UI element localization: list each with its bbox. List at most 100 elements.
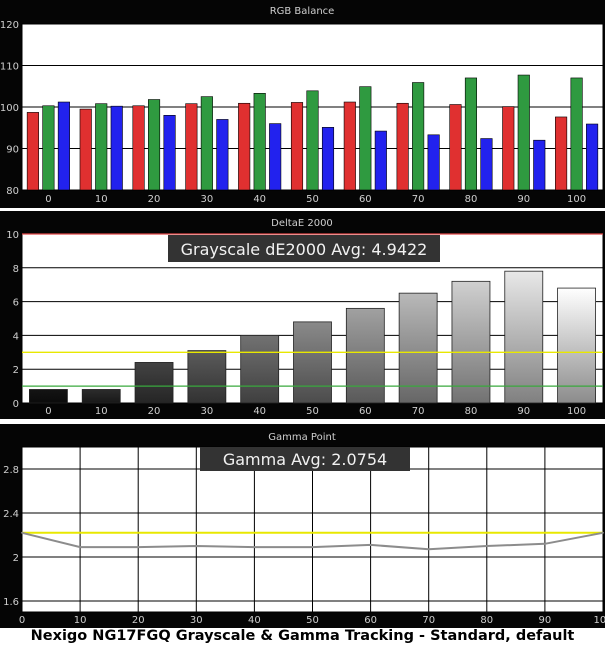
green-bar — [200, 96, 213, 191]
green-bar — [306, 90, 319, 191]
x-tick-label: 40 — [253, 406, 266, 417]
x-tick-label: 10 — [74, 615, 87, 626]
delta-e-bar — [451, 280, 491, 404]
delta-e-bar — [293, 321, 332, 404]
annotation-box — [200, 447, 410, 471]
red-bar — [396, 102, 409, 191]
delta-e-bar — [81, 389, 121, 404]
x-tick-label: 60 — [359, 406, 372, 417]
x-tick-label: 40 — [253, 194, 266, 205]
gamma-point — [195, 545, 198, 547]
y-tick-label: 2.4 — [3, 509, 19, 520]
red-bar — [185, 103, 198, 191]
x-tick-label: 60 — [364, 615, 377, 626]
green-bar — [147, 99, 161, 191]
red-bar — [79, 108, 92, 191]
y-tick-label: 2 — [13, 365, 19, 376]
x-tick-label: 60 — [359, 194, 372, 205]
green-bar — [464, 77, 478, 191]
x-tick-label: 90 — [539, 615, 552, 626]
gamma-point — [253, 546, 256, 548]
annotation-text: Grayscale dE2000 Avg: 4.9422 — [181, 240, 428, 259]
blue-bar — [586, 123, 599, 191]
red-bar — [343, 101, 356, 191]
x-tick-label: 20 — [148, 194, 161, 205]
y-tick-label: 8 — [13, 264, 19, 275]
y-tick-label: 4 — [13, 331, 19, 342]
green-bar — [42, 105, 55, 191]
blue-bar — [57, 101, 70, 191]
x-tick-label: 70 — [412, 194, 425, 205]
green-bar — [95, 103, 108, 191]
red-bar — [449, 104, 462, 191]
annotation-box — [168, 235, 440, 262]
x-tick-label: 50 — [306, 406, 319, 417]
blue-bar — [269, 123, 282, 191]
gamma-point — [369, 544, 372, 546]
red-bar — [132, 105, 145, 191]
delta-e-bar — [240, 334, 280, 404]
red-bar — [290, 102, 304, 191]
green-bar — [359, 86, 372, 191]
x-tick-label: 80 — [465, 194, 478, 205]
x-tick-label: 30 — [200, 194, 213, 205]
chart-panel-3: Gamma Point 1.6 2 2.4 2.8 0 10 20 30 40 50 60 70 80 90… — [0, 424, 605, 628]
blue-bar — [374, 130, 387, 191]
x-tick-label: 0 — [19, 615, 25, 626]
delta-e-bar — [398, 292, 438, 404]
delta-e-bar — [187, 350, 227, 404]
red-bar — [502, 106, 515, 191]
delta-e-bar — [29, 389, 68, 404]
y-tick-label: 100 — [0, 103, 19, 114]
chart-title: Gamma Point — [268, 432, 336, 443]
x-tick-label: 10 — [95, 406, 108, 417]
y-tick-label: 80 — [6, 186, 19, 197]
x-tick-label: 30 — [190, 615, 203, 626]
x-tick-label: 90 — [517, 406, 530, 417]
x-tick-label: 70 — [422, 615, 435, 626]
delta-e-bar — [557, 287, 596, 404]
gamma-point — [544, 542, 546, 545]
gamma-point — [79, 546, 81, 548]
y-tick-label: 10 — [6, 230, 19, 241]
blue-bar — [216, 119, 229, 191]
y-tick-label: 110 — [0, 62, 19, 73]
x-tick-label: 100 — [593, 615, 605, 626]
green-bar — [253, 93, 266, 191]
red-bar — [555, 116, 568, 191]
gamma-point — [311, 546, 314, 548]
y-tick-label: 0 — [13, 399, 19, 410]
blue-bar — [321, 127, 335, 191]
green-bar — [570, 77, 583, 191]
chart-title: RGB Balance — [270, 6, 335, 17]
x-tick-label: 80 — [480, 615, 493, 626]
y-tick-label: 6 — [13, 298, 19, 309]
x-tick-label: 0 — [45, 194, 51, 205]
gamma-point — [21, 531, 23, 534]
x-tick-label: 50 — [306, 615, 319, 626]
x-tick-label: 80 — [465, 406, 478, 417]
red-bar — [26, 112, 39, 191]
green-bar — [517, 74, 530, 191]
blue-bar — [110, 105, 123, 191]
blue-bar — [163, 115, 176, 191]
delta-e-bar — [345, 307, 385, 404]
y-tick-label: 90 — [6, 145, 19, 156]
chart-panel-1: RGB Balance 80 90 100 110 120 0 10 20 30 40 50 60 70 8… — [0, 0, 605, 208]
x-tick-label: 70 — [412, 406, 425, 417]
green-bar — [412, 82, 425, 191]
gamma-point — [602, 531, 604, 534]
gamma-point — [137, 546, 140, 548]
x-tick-label: 10 — [95, 194, 108, 205]
red-bar — [238, 102, 251, 191]
x-tick-label: 100 — [567, 406, 586, 417]
x-tick-label: 30 — [200, 406, 213, 417]
x-tick-label: 20 — [148, 406, 161, 417]
x-tick-label: 20 — [132, 615, 145, 626]
gamma-point — [485, 545, 488, 547]
figure-caption: Nexigo NG17FGQ Grayscale & Gamma Trackin… — [30, 628, 575, 644]
x-tick-label: 0 — [45, 406, 51, 417]
blue-bar — [533, 139, 546, 191]
